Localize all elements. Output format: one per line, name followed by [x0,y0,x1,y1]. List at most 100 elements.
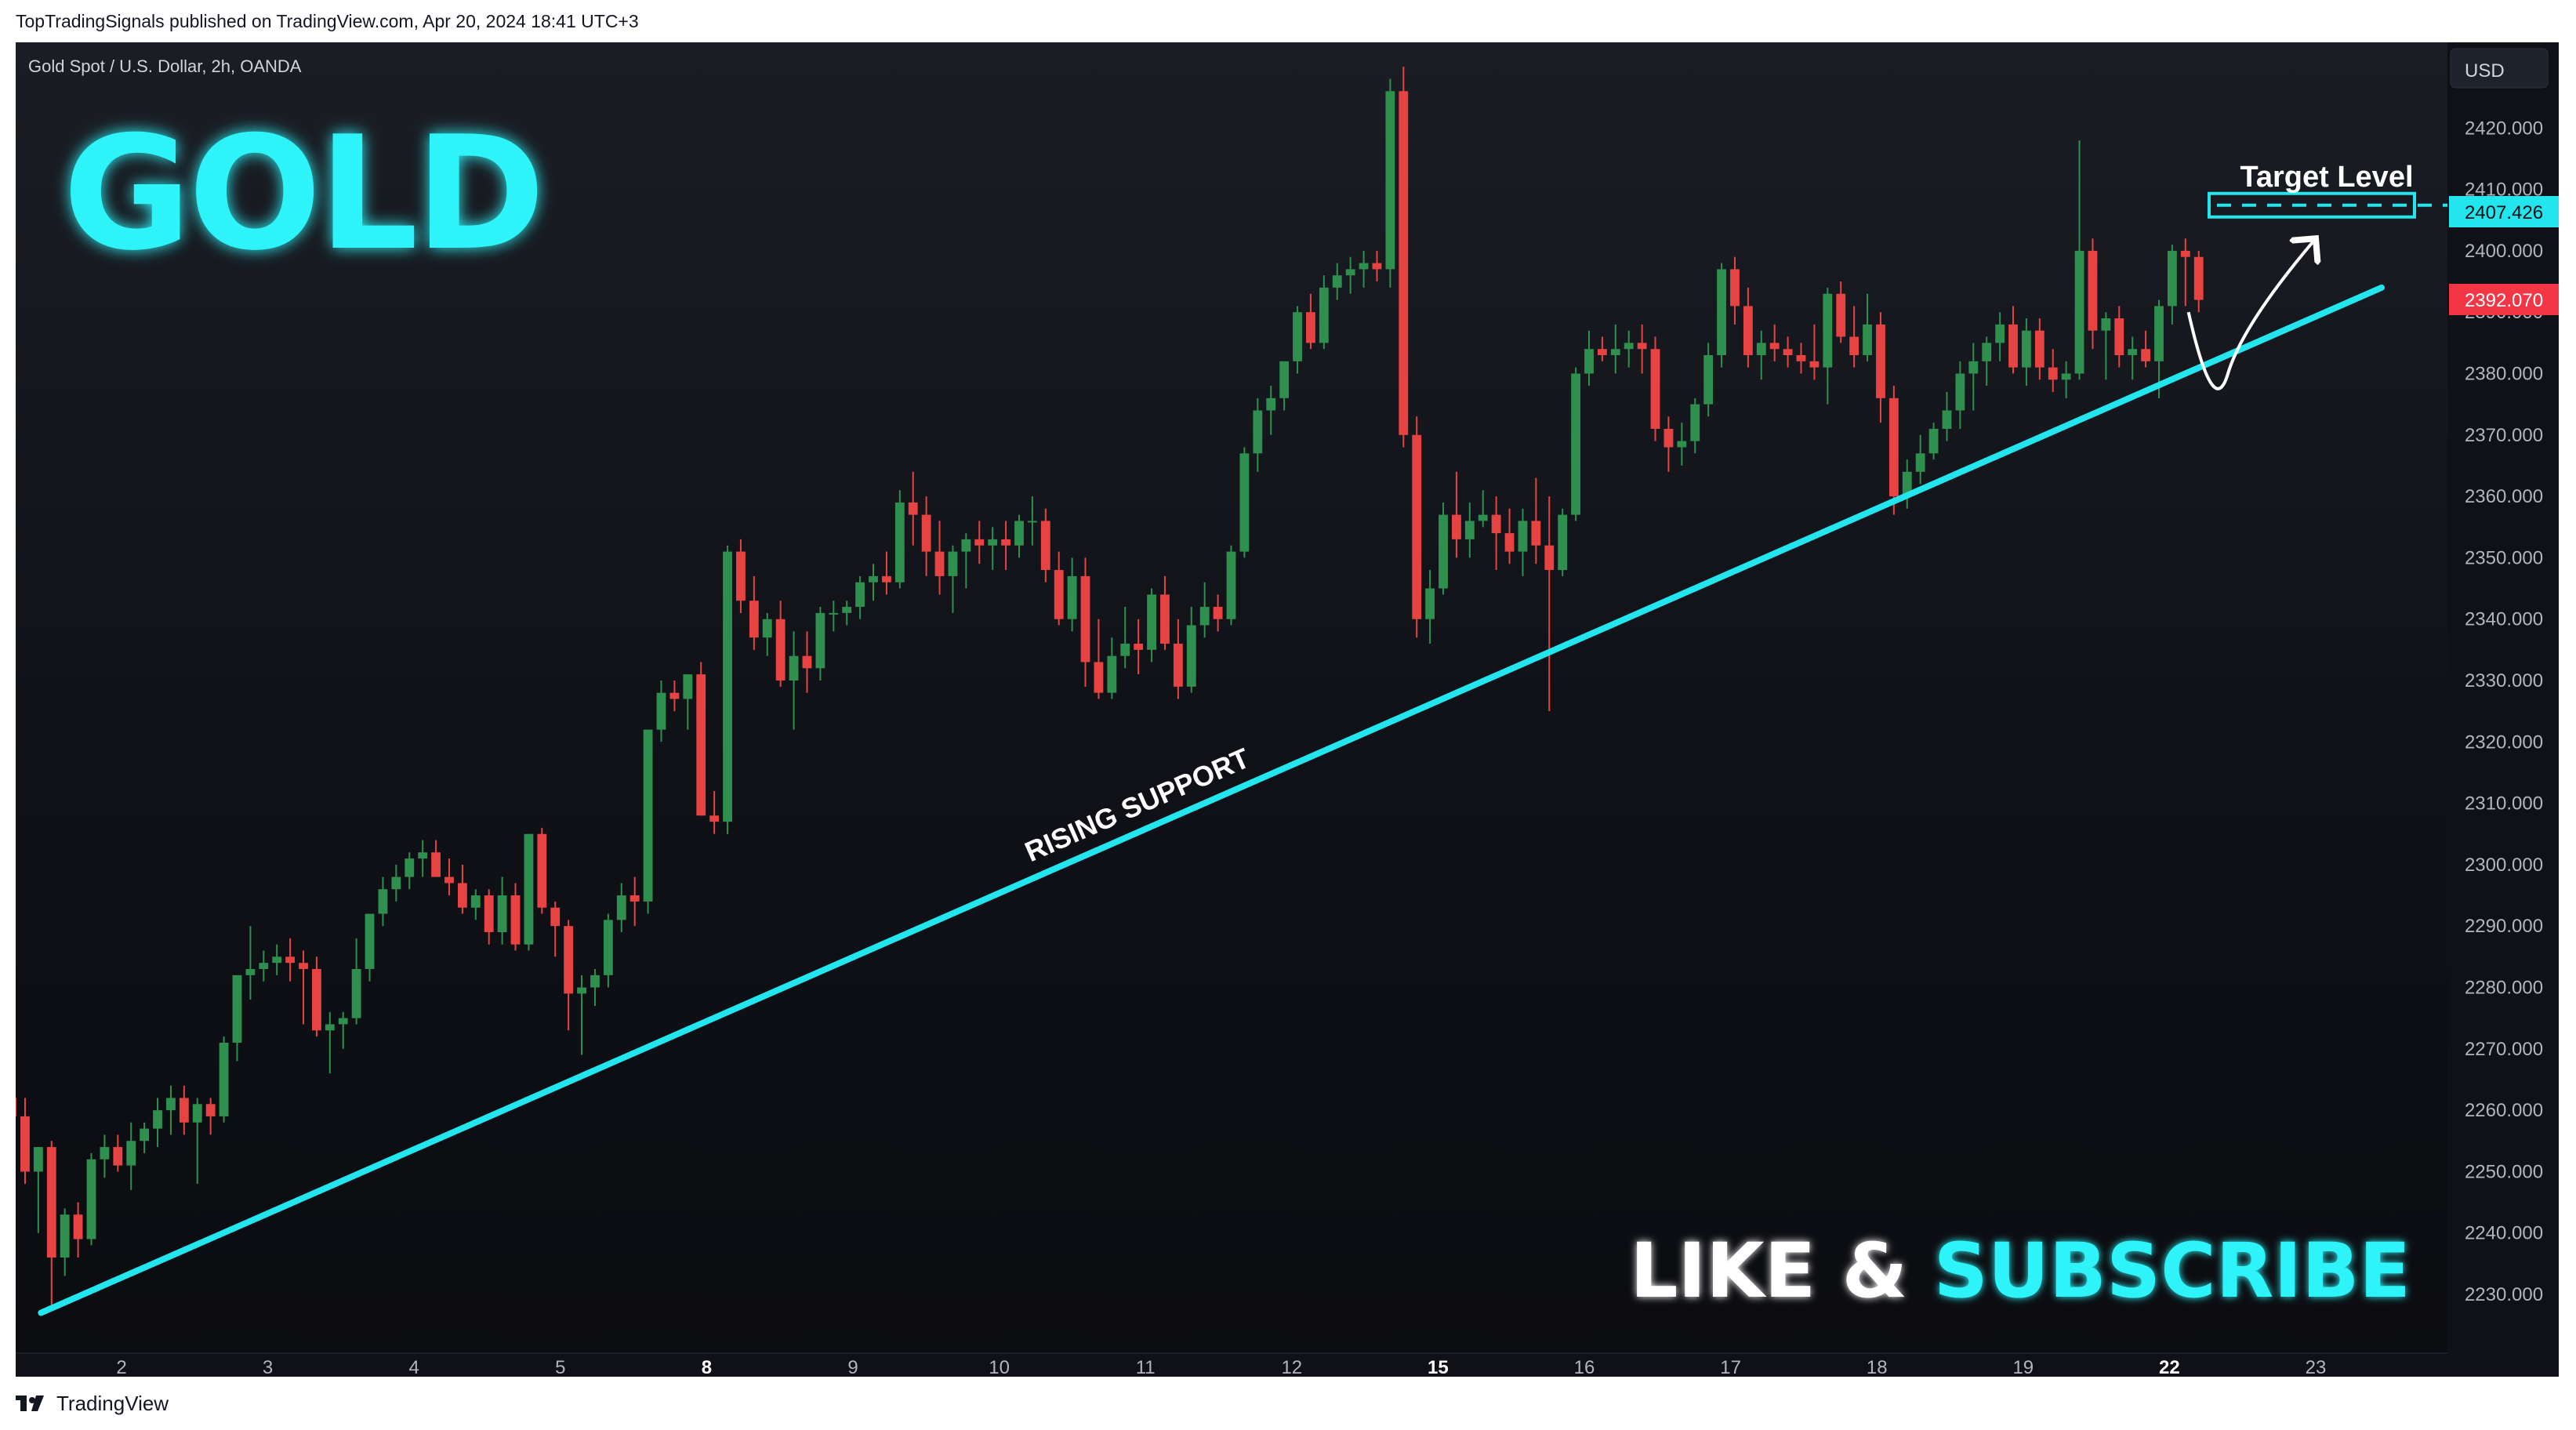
candle-body [1372,263,1382,270]
candle-body [1677,441,1687,448]
cta-text: LIKE & SUBSCRIBE [1630,1227,2411,1315]
candle-body [1942,410,1952,429]
price-tick-label: 2300.000 [2465,855,2543,876]
price-tick-label: 2270.000 [2465,1039,2543,1060]
price-tick-label: 2330.000 [2465,670,2543,691]
tradingview-logo-icon [16,1396,44,1411]
candle-body [749,601,759,638]
time-tick-label: 5 [555,1357,565,1377]
candle-body [2154,306,2164,361]
candle-body [1863,324,1872,356]
candle-body [2128,349,2138,356]
current-price-tag: 2392.070 [2465,290,2543,311]
candle-body [1491,514,1501,534]
price-axis-bg [2447,42,2559,1377]
price-tick-label: 2260.000 [2465,1100,2543,1121]
price-tick-label: 2360.000 [2465,486,2543,507]
candle-body [1107,655,1117,693]
candle-body [1345,269,1355,276]
gold-title: GOLD [63,103,542,285]
time-tick-label: 15 [1428,1357,1449,1377]
candle-body [1359,263,1369,270]
time-tick-label: 3 [263,1357,273,1377]
candle-body [1955,373,1965,411]
candle-body [46,1147,56,1258]
projection-arrow [2186,238,2316,390]
candle-body [245,969,256,975]
target-level-label: Target Level [2240,161,2413,194]
candle-body [232,975,242,1043]
candle-body [431,852,441,877]
candle-body [2008,324,2018,368]
candle-body [1928,428,1939,454]
candle-body [616,895,626,920]
candle-body [869,575,878,583]
candle-body [908,502,918,515]
candle-body [1968,361,1979,374]
currency-button-bg[interactable] [2450,48,2549,89]
candle-body [1558,514,1568,571]
candle-body [1266,397,1276,411]
price-tick-label: 2350.000 [2465,547,2543,568]
cta-subscribe: SUBSCRIBE [1934,1227,2411,1315]
support-group: RISING SUPPORT [38,284,2385,1316]
candle-body [1027,521,1037,523]
candle-body [1226,551,1236,619]
candle-body [1783,349,1793,356]
candle-body [590,975,600,988]
cta-like: LIKE & [1630,1227,1933,1315]
time-tick-label: 2 [116,1357,126,1377]
candle-body [1743,306,1753,356]
candle-body [73,1214,83,1239]
time-axis-bg [16,1353,2559,1377]
candle-body [1982,343,1992,361]
candle-body [365,913,375,970]
time-tick-label: 4 [409,1357,419,1377]
candle-body [669,692,680,699]
candle-body [1730,269,1740,307]
target-level-box [2208,191,2416,219]
time-tick-label: 11 [1136,1357,1156,1377]
candle-body [1584,349,1594,374]
price-tick-label: 2320.000 [2465,731,2543,753]
candle-body [2167,250,2177,307]
price-tick-label: 2340.000 [2465,609,2543,630]
candle-body [2114,318,2124,356]
candle-body [1186,625,1196,687]
candle-body [537,833,547,908]
target-price-tag: 2407.426 [2465,202,2543,223]
candle-body [2022,330,2031,368]
rising-support-line [38,284,2385,1316]
candle-body [921,514,931,552]
candle-body [948,551,958,576]
footer[interactable]: TradingView [16,1389,169,1417]
candle-body [378,889,388,914]
price-tick-label: 2230.000 [2465,1284,2543,1305]
candle-body [299,963,308,970]
candle-body [524,833,534,945]
time-axis[interactable]: 2 3 4 5 8 9 10 11 12 15 16 17 18 19 22 23 [16,1352,2559,1377]
candle-body [1823,293,1833,368]
candle-body [1293,312,1302,361]
candle-body [259,963,269,970]
candle-body [643,729,653,902]
price-axis[interactable]: 2420.0002410.0002400.0002390.0002380.000… [2447,42,2559,1377]
candlestick-chart[interactable]: RISING SUPPORT Gold Spot / U.S. Dollar, … [16,42,2559,1377]
candle-body [311,969,321,1031]
chart-area[interactable]: RISING SUPPORT Gold Spot / U.S. Dollar, … [16,42,2559,1377]
candle-body [405,858,415,877]
candle-body [497,895,507,933]
time-tick-label: 10 [989,1357,1010,1377]
candle-body [2074,250,2084,374]
candle-body [1147,594,1156,650]
candle-body [1120,644,1130,656]
target-price-tag-bg [2449,196,2559,227]
candle-body [2141,349,2151,361]
candle-body [1995,324,2005,343]
current-price-tag-bg [2449,284,2559,315]
candle-body [20,1116,30,1172]
price-tick-label: 2310.000 [2465,793,2543,815]
candle-body [510,895,521,945]
candle-body [166,1098,176,1111]
currency-button[interactable]: USD [2465,60,2505,82]
